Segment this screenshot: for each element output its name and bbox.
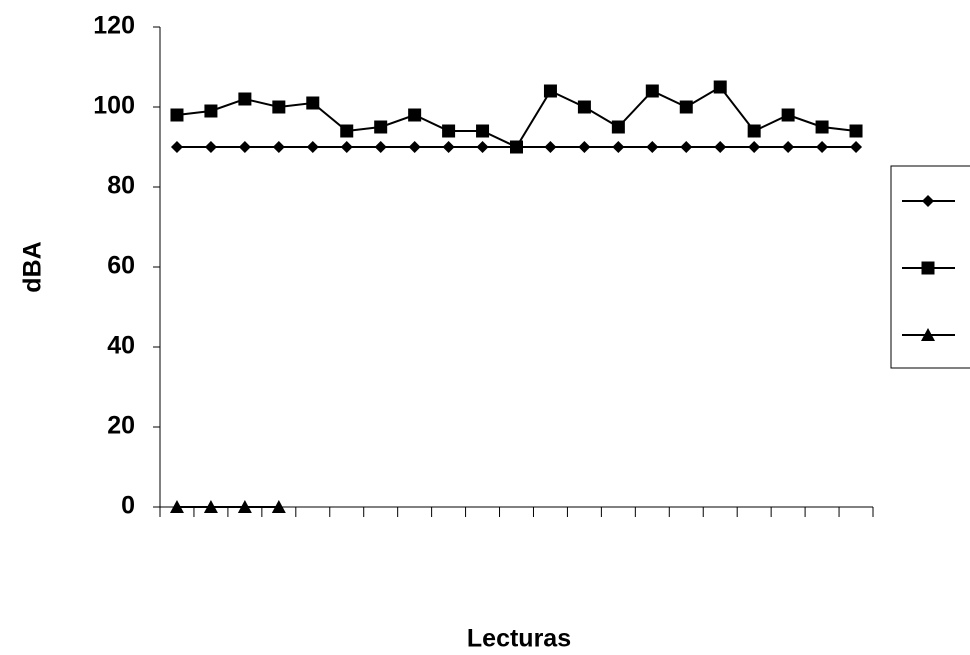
marker [408,108,422,122]
marker [679,100,693,114]
marker [476,124,490,138]
marker [169,500,184,513]
y-tick-label: 100 [93,92,135,120]
marker [782,141,795,153]
marker [272,141,285,153]
marker [646,141,659,153]
marker [577,100,591,114]
y-tick-label: 20 [107,412,135,440]
marker [340,124,354,138]
marker [442,124,456,138]
marker [306,141,319,153]
marker [850,141,863,153]
marker [578,141,591,153]
marker [238,92,252,106]
y-axis-label: dBA [19,241,47,292]
marker [611,120,625,134]
marker [680,141,693,153]
marker [340,141,353,153]
marker [170,141,183,153]
marker [408,141,421,153]
marker [238,141,251,153]
marker [170,108,184,122]
marker [543,84,557,98]
legend-box [890,165,970,369]
marker [815,120,829,134]
marker [612,141,625,153]
marker [442,141,455,153]
marker [306,96,320,110]
marker [781,108,795,122]
marker [203,500,218,513]
marker [544,141,557,153]
marker [237,500,252,513]
x-axis-label: Lecturas [467,625,571,653]
series-line [176,85,857,149]
marker [476,141,489,153]
marker [713,80,727,94]
y-tick-label: 80 [107,172,135,200]
marker [714,141,727,153]
marker [204,104,218,118]
marker [204,141,217,153]
marker [271,500,286,513]
marker [510,140,523,154]
marker [921,261,935,275]
y-tick-label: 60 [107,252,135,280]
marker [374,141,387,153]
marker [849,124,863,138]
marker [272,100,286,114]
y-tick-label: 120 [93,12,135,40]
marker [374,120,388,134]
marker [645,84,659,98]
y-tick-label: 40 [107,332,135,360]
marker [748,141,761,153]
marker [922,195,934,207]
marker [747,124,761,138]
y-tick-label: 0 [121,492,135,520]
marker [921,328,935,341]
marker [816,141,829,153]
